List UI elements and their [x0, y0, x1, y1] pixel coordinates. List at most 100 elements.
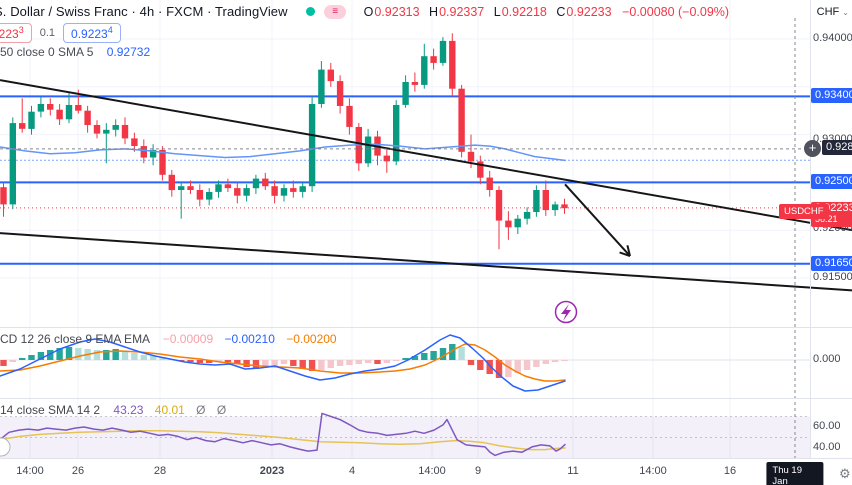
- macd-histogram-bar: [364, 360, 372, 363]
- macd-histogram-bar: [196, 360, 204, 363]
- candle-body: [103, 129, 110, 134]
- rsi-ma-value: 40.01: [154, 403, 185, 417]
- macd-histogram-bar: [131, 353, 138, 360]
- candle-body: [149, 149, 157, 158]
- candle-body: [187, 186, 194, 190]
- trendline[interactable]: [0, 232, 852, 292]
- macd-histogram-bar: [505, 360, 512, 377]
- macd-histogram-bar: [495, 360, 503, 378]
- macd-signal-value: −0.00200: [286, 332, 337, 346]
- candle-body: [178, 186, 185, 190]
- crosshair-price-label: 0.92850: [822, 140, 852, 155]
- candle-body: [131, 138, 138, 146]
- macd-histogram-bar: [299, 360, 306, 369]
- macd-histogram-bar: [514, 360, 521, 373]
- macd-histogram-bar: [393, 360, 400, 361]
- price-axis-tick: 0.91500: [813, 271, 852, 283]
- gear-icon[interactable]: ⚙: [839, 466, 851, 481]
- crosshair-time-badge: Thu 19 Jan '2302:00: [766, 462, 824, 485]
- ma-indicator-legend[interactable]: 50 close 0 SMA 5 0.92732: [0, 45, 150, 59]
- time-axis-label[interactable]: 4: [348, 465, 356, 477]
- candle-body: [0, 187, 7, 205]
- macd-histogram-bar: [383, 360, 390, 363]
- time-axis-label[interactable]: 14:00: [16, 465, 44, 477]
- macd-histogram-bar: [75, 348, 82, 360]
- candle-body: [234, 188, 241, 196]
- candle-body: [65, 105, 73, 120]
- candle-body: [523, 212, 531, 219]
- candle-body: [252, 178, 260, 189]
- candle-body: [421, 56, 428, 85]
- macd-histogram-bar: [561, 360, 568, 361]
- macd-histogram-bar: [56, 348, 63, 360]
- ideas-icon[interactable]: ≡: [323, 4, 346, 19]
- macd-indicator-legend[interactable]: CD 12 26 close 9 EMA EMA −0.00009 −0.002…: [0, 332, 337, 346]
- candle-body: [393, 105, 400, 162]
- candle-body: [383, 155, 390, 162]
- macd-histogram-bar: [187, 360, 194, 362]
- candle-body: [56, 109, 63, 120]
- add-alert-button[interactable]: +: [804, 140, 821, 157]
- candle-body: [47, 104, 54, 110]
- macd-histogram-bar: [243, 360, 250, 367]
- macd-histogram-bar: [421, 353, 428, 360]
- candle-body: [243, 188, 250, 196]
- time-axis-label[interactable]: 9: [474, 465, 482, 477]
- rsi-line: [0, 412, 566, 457]
- trendline[interactable]: [0, 79, 852, 232]
- rsi-band: [0, 416, 810, 459]
- macd-histogram-bar: [318, 360, 325, 370]
- candle-body: [495, 190, 503, 221]
- candle-body: [402, 82, 409, 105]
- time-axis-label[interactable]: 26: [71, 465, 85, 477]
- macd-histogram-bar: [19, 358, 26, 360]
- buy-button[interactable]: 0.92234: [63, 23, 121, 43]
- time-axis-label[interactable]: 2023: [259, 465, 285, 477]
- macd-hist-value: −0.00009: [162, 332, 214, 346]
- sell-button[interactable]: 0.92233: [0, 23, 32, 43]
- candle-body: [336, 81, 344, 106]
- candle-body: [458, 88, 465, 152]
- time-axis-label[interactable]: 14:00: [418, 465, 446, 477]
- macd-histogram-bar: [430, 351, 437, 360]
- rsi-ma-line: [0, 429, 566, 451]
- arrow-line[interactable]: [564, 183, 631, 257]
- candle-body: [75, 105, 82, 111]
- candle-body: [551, 204, 559, 211]
- currency-selector[interactable]: CHF ⌄: [816, 6, 849, 18]
- macd-histogram-bar: [121, 351, 129, 360]
- open-key: O: [363, 4, 374, 19]
- macd-histogram-bar: [477, 360, 484, 370]
- candle-body: [93, 125, 101, 134]
- time-axis-label[interactable]: 11: [567, 465, 579, 477]
- symbol-header: S. Dollar / Swiss Franc · 4h · FXCM · Tr…: [0, 4, 729, 19]
- macd-histogram-bar: [551, 360, 559, 362]
- candle-body: [159, 149, 166, 175]
- price-axis-tick: 40.00: [813, 441, 841, 453]
- level-price-label: 0.91650: [811, 256, 852, 271]
- macd-histogram-bar: [0, 360, 7, 366]
- arrow-head: [619, 251, 631, 257]
- rsi-indicator-legend[interactable]: 14 close SMA 14 2 43.23 40.01 Ø Ø: [0, 403, 230, 417]
- macd-histogram-bar: [280, 360, 288, 364]
- time-axis-label[interactable]: 14:00: [639, 465, 667, 477]
- macd-histogram-bar: [103, 350, 110, 360]
- time-axis-label[interactable]: 16: [723, 465, 737, 477]
- macd-histogram-bar: [252, 360, 260, 369]
- macd-histogram-bar: [224, 360, 232, 362]
- candle-body: [196, 190, 204, 200]
- macd-histogram-bar: [449, 344, 456, 360]
- macd-histogram-bar: [65, 347, 73, 360]
- symbol-title[interactable]: S. Dollar / Swiss Franc · 4h · FXCM · Tr…: [0, 4, 288, 19]
- macd-histogram-bar: [262, 360, 269, 368]
- macd-histogram-bar: [467, 360, 475, 365]
- candle-body: [290, 188, 297, 192]
- time-axis-label[interactable]: 28: [153, 465, 167, 477]
- candle-body: [112, 125, 119, 130]
- crosshair-date: Thu 19 Jan '23: [772, 465, 802, 485]
- candle-body: [505, 220, 512, 228]
- lightning-icon: [561, 304, 571, 321]
- candle-body: [486, 177, 493, 190]
- price-axis-tick: 60.00: [813, 420, 841, 432]
